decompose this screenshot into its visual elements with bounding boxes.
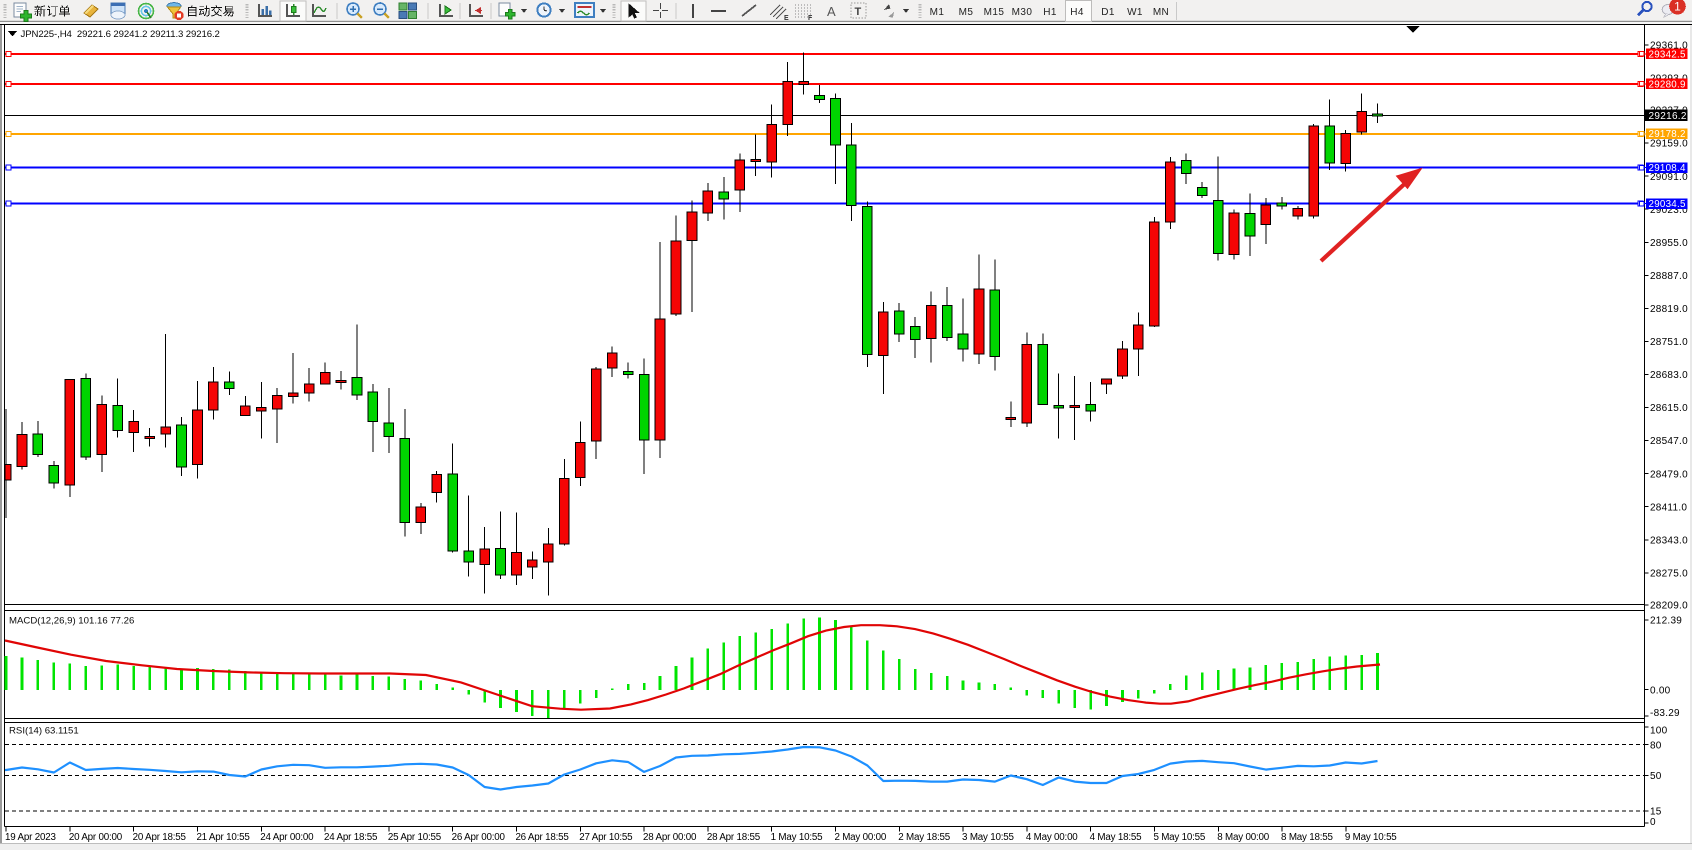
svg-text:29342.5: 29342.5 bbox=[1649, 49, 1686, 60]
svg-text:MN: MN bbox=[1153, 7, 1169, 18]
svg-text:1 May 10:55: 1 May 10:55 bbox=[771, 832, 823, 843]
svg-text:29280.9: 29280.9 bbox=[1649, 79, 1686, 90]
svg-text:28209.0: 28209.0 bbox=[1650, 601, 1688, 612]
svg-text:29216.2: 29216.2 bbox=[1649, 111, 1687, 122]
svg-text:29091.0: 29091.0 bbox=[1650, 172, 1688, 183]
svg-text:24 Apr 00:00: 24 Apr 00:00 bbox=[260, 832, 314, 843]
svg-text:28547.0: 28547.0 bbox=[1650, 436, 1688, 447]
svg-text:2 May 18:55: 2 May 18:55 bbox=[898, 832, 950, 843]
svg-text:29023.0: 29023.0 bbox=[1650, 205, 1688, 216]
svg-text:26 Apr 00:00: 26 Apr 00:00 bbox=[452, 832, 506, 843]
svg-text:4 May 18:55: 4 May 18:55 bbox=[1090, 832, 1142, 843]
svg-text:212.39: 212.39 bbox=[1650, 616, 1682, 627]
svg-text:28 Apr 18:55: 28 Apr 18:55 bbox=[707, 832, 761, 843]
svg-text:W1: W1 bbox=[1127, 7, 1143, 18]
svg-text:29361.0: 29361.0 bbox=[1650, 41, 1688, 52]
svg-text:2 May 00:00: 2 May 00:00 bbox=[834, 832, 886, 843]
svg-text:27 Apr 10:55: 27 Apr 10:55 bbox=[579, 832, 633, 843]
svg-text:F: F bbox=[808, 15, 813, 22]
svg-text:4 May 00:00: 4 May 00:00 bbox=[1026, 832, 1078, 843]
svg-text:M1: M1 bbox=[930, 7, 945, 18]
svg-text:25 Apr 10:55: 25 Apr 10:55 bbox=[388, 832, 442, 843]
svg-text:80: 80 bbox=[1650, 740, 1662, 751]
svg-text:20 Apr 00:00: 20 Apr 00:00 bbox=[69, 832, 123, 843]
svg-text:-83.29: -83.29 bbox=[1650, 708, 1680, 719]
svg-text:M5: M5 bbox=[959, 7, 974, 18]
svg-text:5 May 10:55: 5 May 10:55 bbox=[1153, 832, 1205, 843]
svg-text:29159.0: 29159.0 bbox=[1650, 139, 1688, 150]
svg-text:26 Apr 18:55: 26 Apr 18:55 bbox=[515, 832, 569, 843]
svg-text:28683.0: 28683.0 bbox=[1650, 370, 1688, 381]
svg-text:D1: D1 bbox=[1101, 7, 1115, 18]
svg-text:28411.0: 28411.0 bbox=[1650, 502, 1687, 513]
svg-text:M30: M30 bbox=[1012, 7, 1033, 18]
svg-text:21 Apr 10:55: 21 Apr 10:55 bbox=[196, 832, 250, 843]
svg-text:9 May 10:55: 9 May 10:55 bbox=[1345, 832, 1397, 843]
svg-text:0: 0 bbox=[1650, 817, 1656, 828]
svg-text:28343.0: 28343.0 bbox=[1650, 535, 1688, 546]
svg-text:H1: H1 bbox=[1043, 7, 1057, 18]
svg-text:8 May 18:55: 8 May 18:55 bbox=[1281, 832, 1333, 843]
svg-text:28887.0: 28887.0 bbox=[1650, 271, 1688, 282]
svg-text:T: T bbox=[855, 6, 862, 18]
svg-text:28275.0: 28275.0 bbox=[1650, 568, 1688, 579]
svg-text:28751.0: 28751.0 bbox=[1650, 337, 1688, 348]
svg-text:29108.4: 29108.4 bbox=[1649, 163, 1686, 174]
svg-text:29034.5: 29034.5 bbox=[1649, 199, 1686, 210]
svg-text:28955.0: 28955.0 bbox=[1650, 238, 1688, 249]
svg-text:M15: M15 bbox=[984, 7, 1005, 18]
svg-text:50: 50 bbox=[1650, 771, 1662, 782]
svg-text:15: 15 bbox=[1650, 807, 1662, 818]
svg-text:19 Apr 2023: 19 Apr 2023 bbox=[5, 832, 56, 843]
svg-text:RSI(14) 63.1151: RSI(14) 63.1151 bbox=[9, 726, 79, 737]
svg-text:E: E bbox=[784, 15, 789, 22]
svg-text:A: A bbox=[827, 4, 836, 19]
svg-text:28615.0: 28615.0 bbox=[1650, 403, 1688, 414]
svg-text:H4: H4 bbox=[1070, 7, 1084, 18]
svg-text:28479.0: 28479.0 bbox=[1650, 469, 1688, 480]
svg-text:100: 100 bbox=[1650, 725, 1668, 736]
svg-text:3 May 10:55: 3 May 10:55 bbox=[962, 832, 1014, 843]
svg-text:0.00: 0.00 bbox=[1650, 685, 1671, 696]
svg-text:24 Apr 18:55: 24 Apr 18:55 bbox=[324, 832, 378, 843]
svg-text:8 May 00:00: 8 May 00:00 bbox=[1217, 832, 1269, 843]
svg-text:MACD(12,26,9) 101.16 77.26: MACD(12,26,9) 101.16 77.26 bbox=[9, 616, 134, 627]
svg-text:29178.2: 29178.2 bbox=[1649, 129, 1686, 140]
svg-text:1: 1 bbox=[1674, 0, 1681, 14]
svg-text:JPN225-,H4 29221.6 29241.2 29: JPN225-,H4 29221.6 29241.2 29211.3 29216… bbox=[21, 29, 220, 40]
svg-text:28 Apr 00:00: 28 Apr 00:00 bbox=[643, 832, 697, 843]
svg-text:20 Apr 18:55: 20 Apr 18:55 bbox=[133, 832, 187, 843]
svg-text:28819.0: 28819.0 bbox=[1650, 304, 1688, 315]
